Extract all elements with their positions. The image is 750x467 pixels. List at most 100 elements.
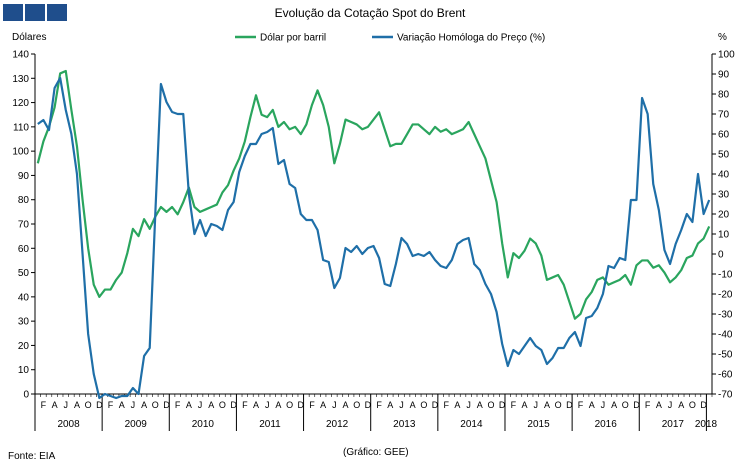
data-point: [479, 145, 481, 147]
data-point: [507, 276, 509, 278]
data-point: [322, 259, 324, 261]
x-tick-label-month: D: [230, 400, 237, 410]
data-point: [389, 285, 391, 287]
data-point: [356, 123, 358, 125]
data-point: [579, 313, 581, 315]
data-point: [546, 363, 548, 365]
x-tick-label-month: D: [700, 400, 707, 410]
x-tick-label-month: A: [275, 400, 281, 410]
data-point: [59, 77, 61, 79]
data-point: [216, 225, 218, 227]
data-point: [143, 218, 145, 220]
data-point: [205, 208, 207, 210]
x-tick-label-month: F: [108, 400, 114, 410]
y-tick-label-left: 70: [18, 220, 30, 231]
data-point: [456, 243, 458, 245]
x-tick-label-month: A: [678, 400, 684, 410]
data-point: [261, 133, 263, 135]
data-point: [675, 243, 677, 245]
data-point: [680, 269, 682, 271]
data-point: [557, 274, 559, 276]
data-point: [182, 201, 184, 203]
data-point: [149, 228, 151, 230]
y-tick-label-right: 60: [718, 130, 730, 141]
data-point: [641, 97, 643, 99]
data-point: [221, 229, 223, 231]
data-point: [104, 288, 106, 290]
data-point: [445, 128, 447, 130]
y-tick-label-right: 30: [718, 190, 730, 201]
data-point: [658, 264, 660, 266]
x-tick-label-month: A: [544, 400, 550, 410]
data-point: [490, 293, 492, 295]
data-point: [177, 113, 179, 115]
data-point: [210, 206, 212, 208]
y-tick-label-right: -10: [718, 270, 733, 281]
data-point: [311, 219, 313, 221]
x-tick-label-month: A: [253, 400, 259, 410]
data-point: [233, 169, 235, 171]
data-point: [585, 317, 587, 319]
data-point: [406, 243, 408, 245]
data-point: [70, 133, 72, 135]
data-point: [53, 87, 55, 89]
data-point: [680, 229, 682, 231]
y-tick-label-right: 0: [718, 250, 724, 261]
data-point: [283, 159, 285, 161]
data-point: [686, 213, 688, 215]
data-point: [216, 203, 218, 205]
y-tick-label-right: -40: [718, 330, 733, 341]
data-point: [400, 143, 402, 145]
data-point: [165, 211, 167, 213]
data-point: [350, 121, 352, 123]
data-point: [221, 191, 223, 193]
x-tick-label-year: 2016: [595, 419, 618, 430]
x-tick-label-month: A: [656, 400, 662, 410]
data-point: [630, 284, 632, 286]
data-point: [428, 133, 430, 135]
data-point: [423, 128, 425, 130]
x-tick-label-year: 2015: [527, 419, 550, 430]
x-tick-label-month: F: [309, 400, 315, 410]
data-point: [372, 118, 374, 120]
data-point: [551, 276, 553, 278]
data-point: [361, 253, 363, 255]
series-line-usd-per-barrel: [36, 69, 711, 320]
y-tick-label-left: 60: [18, 244, 30, 255]
x-tick-label-month: A: [477, 400, 483, 410]
logo-square: [3, 4, 23, 21]
x-tick-label-month: A: [611, 400, 617, 410]
data-point: [294, 187, 296, 189]
data-point: [261, 114, 263, 116]
data-point: [468, 237, 470, 239]
x-tick-label-month: J: [601, 400, 606, 410]
x-tick-label-month: J: [64, 400, 69, 410]
data-point: [37, 123, 39, 125]
x-tick-label-month: J: [668, 400, 673, 410]
y-tick-label-right: -30: [718, 310, 733, 321]
data-point: [244, 140, 246, 142]
data-point: [305, 219, 307, 221]
data-point: [512, 252, 514, 254]
source-note: Fonte: EIA: [8, 451, 56, 462]
data-point: [563, 284, 565, 286]
data-point: [76, 173, 78, 175]
y-tick-label-right: -50: [718, 350, 733, 361]
data-point: [468, 121, 470, 123]
x-tick-label-month: F: [645, 400, 651, 410]
data-point: [428, 251, 430, 253]
data-point: [602, 276, 604, 278]
data-point: [445, 267, 447, 269]
data-point: [121, 395, 123, 397]
data-point: [339, 143, 341, 145]
data-point: [479, 269, 481, 271]
data-point: [328, 261, 330, 263]
y-tick-label-left: 120: [12, 98, 29, 109]
data-point: [378, 111, 380, 113]
y-tick-label-right: -70: [718, 390, 733, 401]
data-point: [193, 206, 195, 208]
data-point: [316, 229, 318, 231]
legend-label-yoy: Variação Homóloga do Preço (%): [397, 33, 545, 44]
x-tick-label-month: O: [555, 400, 562, 410]
